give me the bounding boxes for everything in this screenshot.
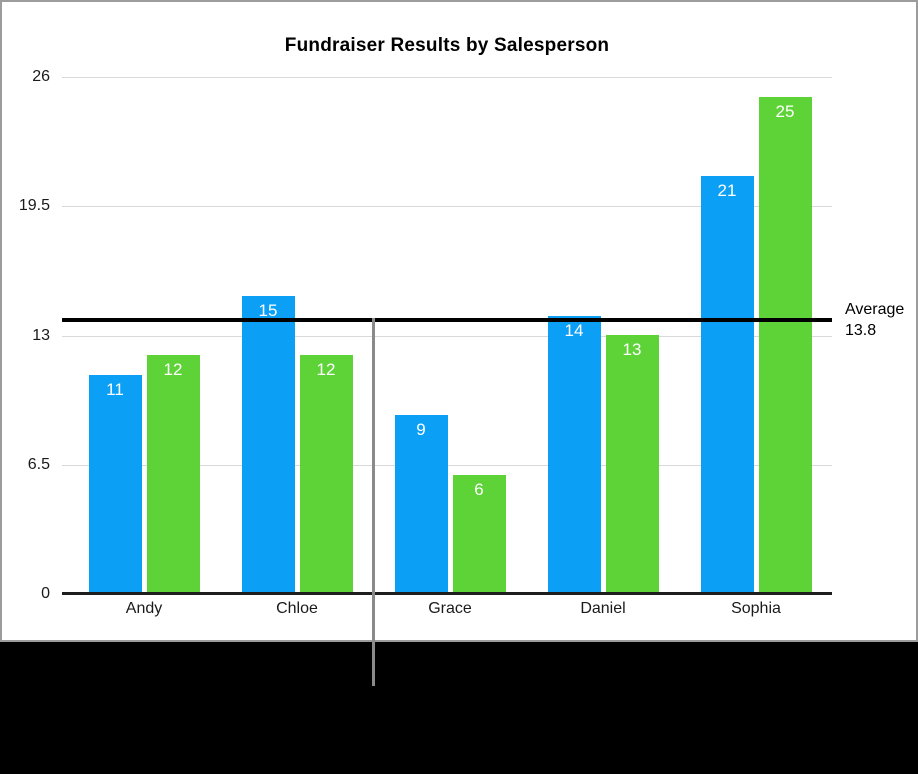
- y-tick-label: 6.5: [27, 455, 50, 473]
- bar-chloe-series2: 12: [299, 355, 353, 594]
- plot-area: 11 12 15 12 9 6 14 13 21 25: [62, 77, 832, 595]
- bar-value-label: 9: [416, 420, 426, 439]
- bar-value-label: 11: [106, 380, 124, 399]
- average-label-value: 13.8: [845, 322, 877, 339]
- gridline: [62, 206, 832, 208]
- gridline: [62, 335, 832, 337]
- bar-daniel-series2: 13: [605, 335, 659, 594]
- bar-chloe-series1: 15: [241, 296, 295, 594]
- y-tick-label: 0: [41, 585, 50, 602]
- bar-grace-series1: 9: [394, 415, 448, 594]
- bar-daniel-series1: 14: [547, 316, 601, 594]
- x-axis-label-chloe: Chloe: [276, 600, 318, 617]
- x-axis-line: [62, 592, 832, 595]
- bar-value-label: 14: [564, 321, 584, 340]
- bar-sophia-series1: 21: [700, 176, 754, 594]
- chart-title: Fundraiser Results by Salesperson: [284, 35, 610, 56]
- bar-value-label: 6: [474, 480, 484, 499]
- x-axis-label-grace: Grace: [428, 600, 472, 617]
- bar-sophia-series2: 25: [758, 97, 812, 594]
- pointer-callout-line: [372, 318, 375, 686]
- bar-andy-series2: 12: [146, 355, 200, 594]
- y-tick-label: 19.5: [18, 197, 50, 215]
- bar-value-label: 12: [316, 360, 336, 379]
- y-tick-label: 26: [32, 68, 50, 85]
- x-axis-label-andy: Andy: [125, 600, 163, 617]
- average-label-text: Average: [845, 301, 905, 318]
- backdrop-strip: [0, 642, 918, 774]
- bar-value-label: 21: [717, 181, 737, 200]
- bar-value-label: 15: [258, 301, 278, 320]
- bar-value-label: 12: [163, 360, 183, 379]
- chart-panel: Fundraiser Results by Salesperson 11 12 15…: [0, 0, 918, 642]
- average-line-label: Average 13.8: [845, 299, 904, 341]
- x-axis-label-daniel: Daniel: [580, 600, 626, 617]
- bar-andy-series1: 11: [88, 375, 142, 594]
- bar-value-label: 13: [622, 340, 642, 359]
- y-tick-label: 13: [32, 326, 50, 344]
- bar-grace-series2: 6: [452, 475, 506, 594]
- average-line: [62, 317, 832, 322]
- gridline: [62, 77, 832, 78]
- x-axis-label-sophia: Sophia: [731, 600, 781, 617]
- bar-value-label: 25: [775, 102, 795, 121]
